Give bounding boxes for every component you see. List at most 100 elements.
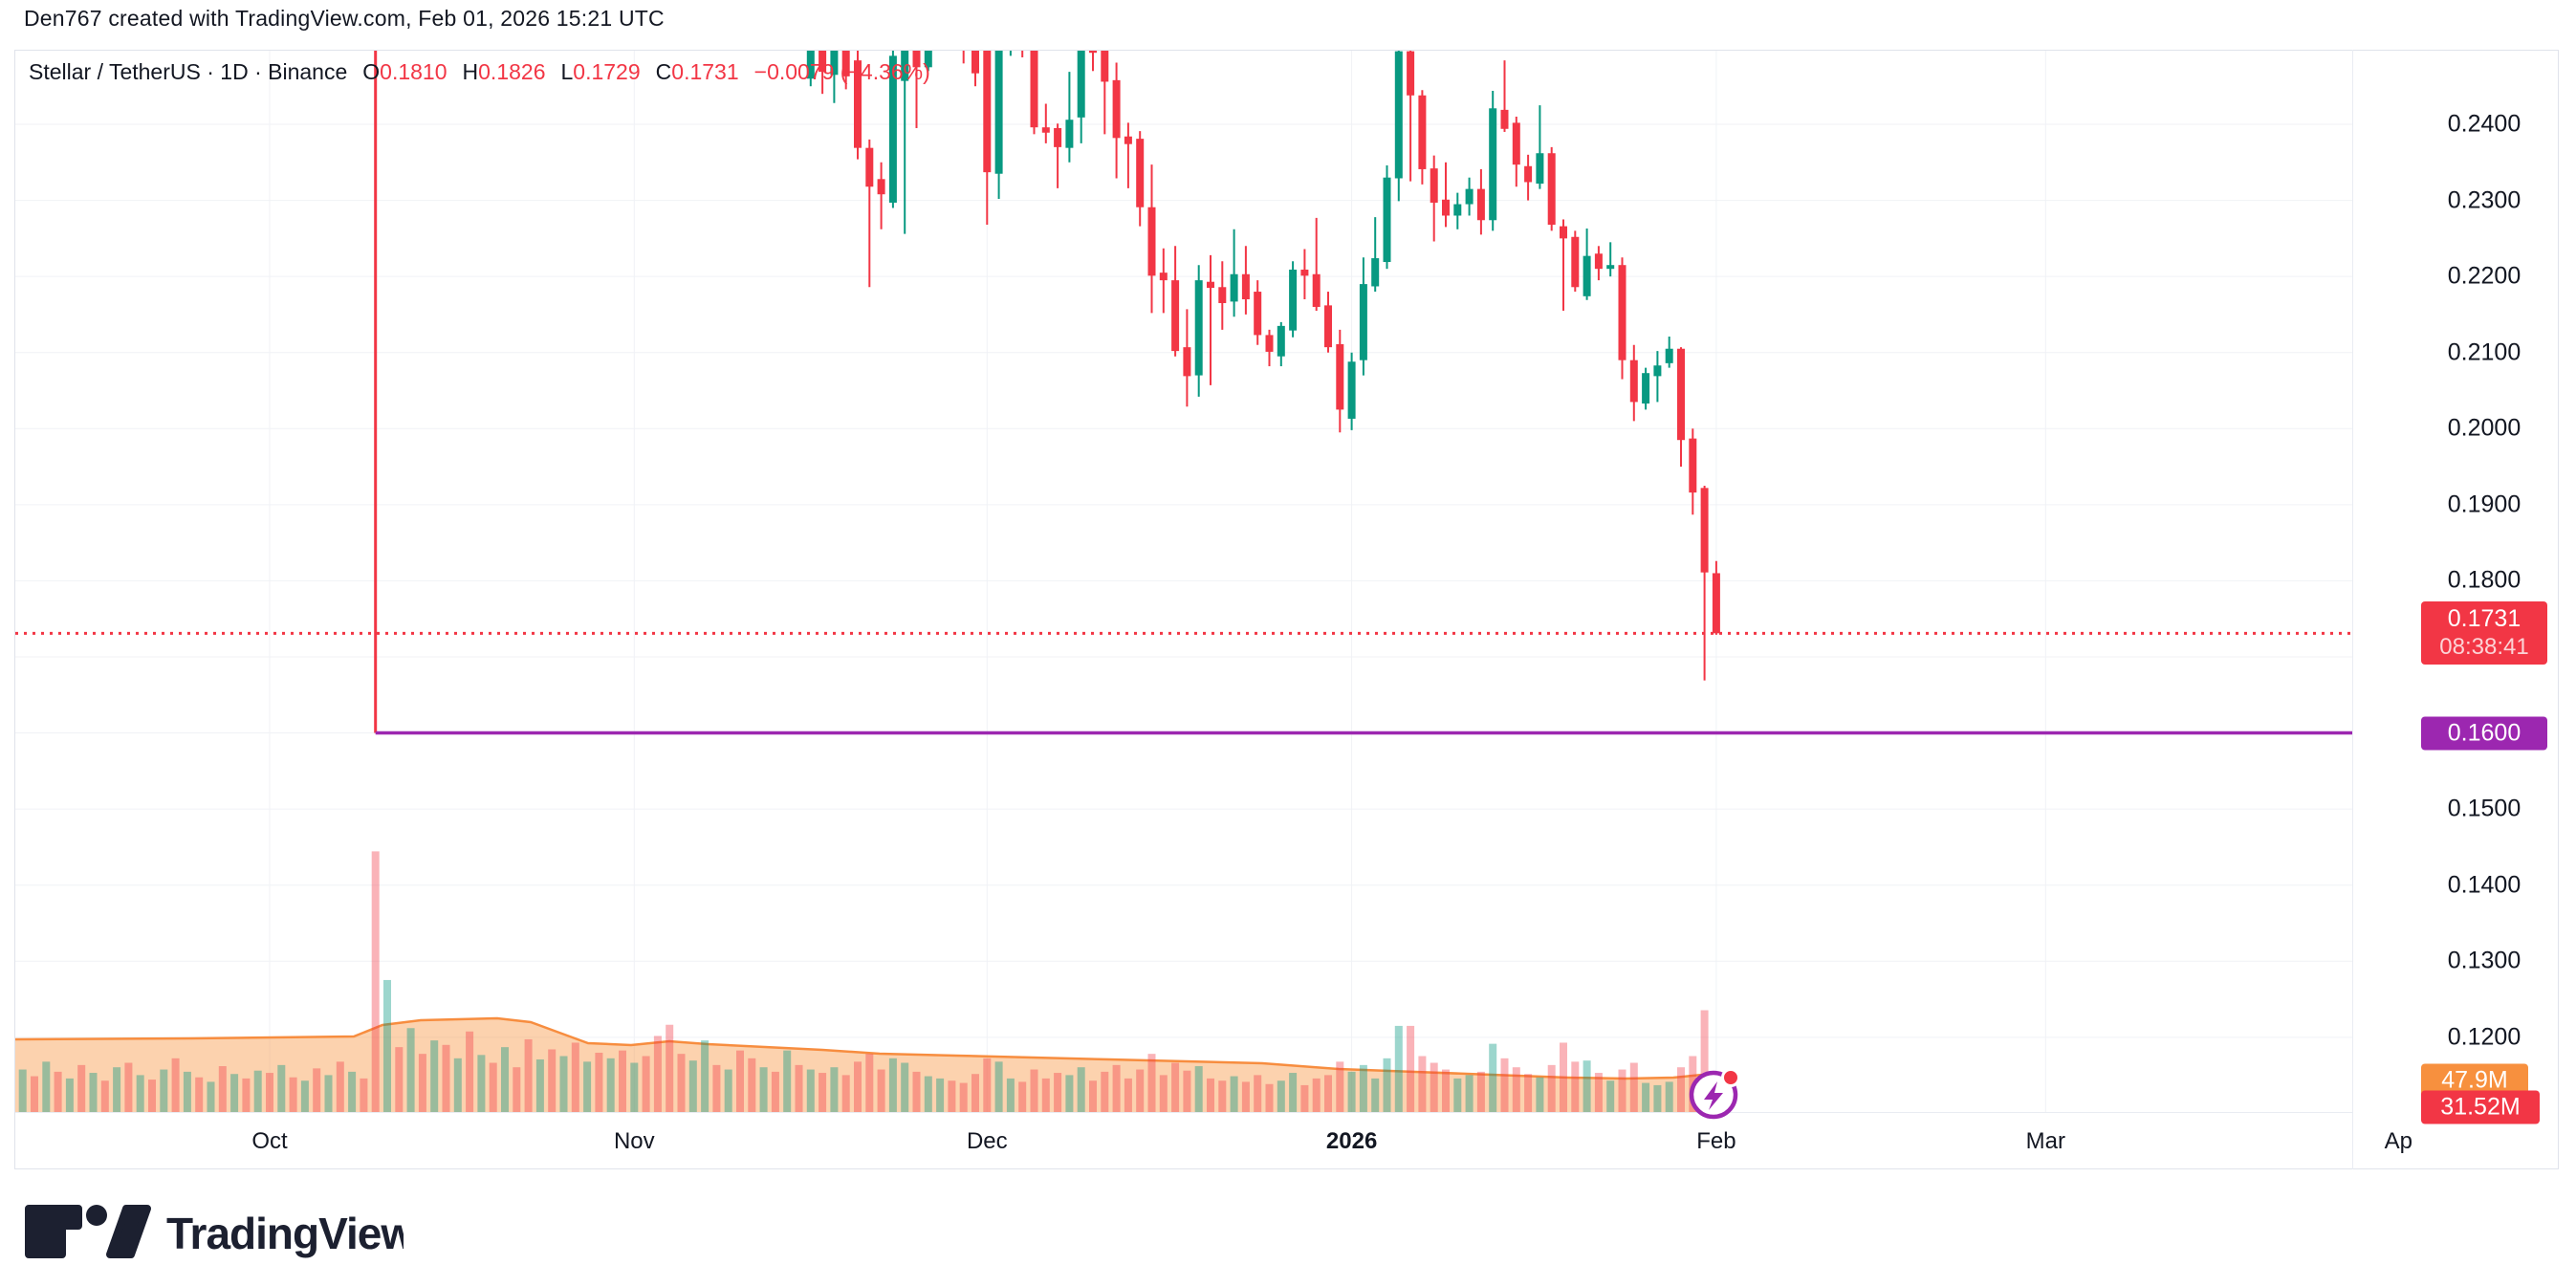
volume-bar	[383, 979, 391, 1112]
volume-bar	[795, 1064, 803, 1112]
volume-bar	[1041, 1078, 1050, 1112]
volume-bar	[124, 1062, 133, 1112]
volume-bar	[1300, 1084, 1309, 1112]
volume-bar	[595, 1052, 603, 1112]
candle-body	[806, 51, 815, 79]
price-axis-label: 0.2100	[2447, 338, 2521, 366]
candle-body	[1136, 139, 1145, 207]
volume-bar	[677, 1054, 686, 1112]
volume-bar	[1101, 1071, 1109, 1112]
volume-bar	[606, 1058, 615, 1112]
candle-body	[1394, 51, 1403, 179]
candle-body	[983, 51, 992, 173]
candle-body	[1524, 165, 1533, 183]
candle-body	[1030, 51, 1038, 128]
volume-bar	[1618, 1069, 1626, 1112]
volume-bar	[300, 1080, 309, 1112]
volume-bar	[1700, 1010, 1709, 1112]
price-axis-label: 0.2200	[2447, 262, 2521, 290]
candle-body	[888, 55, 897, 203]
candle-body	[1476, 188, 1485, 221]
symbol-title[interactable]: Stellar / TetherUS · 1D · Binance	[29, 59, 348, 84]
tradingview-mark-icon	[25, 1205, 151, 1258]
volume-bar	[1054, 1073, 1062, 1112]
volume-bar	[1629, 1062, 1638, 1112]
volume-bar	[1536, 1077, 1544, 1112]
candle-body	[1241, 273, 1250, 300]
candle-body	[1642, 373, 1650, 404]
volume-bar	[1547, 1064, 1556, 1112]
volume-bar	[983, 1058, 992, 1112]
volume-bar	[830, 1067, 839, 1112]
last-price-value: 0.1731	[2447, 605, 2521, 633]
candle-body	[1347, 361, 1356, 419]
volume-bar	[1030, 1069, 1038, 1112]
volume-bar	[571, 1042, 579, 1112]
volume-bar	[1194, 1066, 1203, 1112]
ohlc-open-value: 0.1810	[380, 59, 448, 84]
last-price-badge: 0.1731 08:38:41	[2421, 601, 2547, 665]
volume-pane-bottom-border	[15, 1112, 2352, 1113]
volume-bar	[1512, 1067, 1520, 1112]
candle-body	[1536, 153, 1544, 185]
volume-ma-area	[15, 1018, 1721, 1112]
candle-body	[877, 179, 885, 195]
candle-body	[924, 51, 932, 68]
volume-bar	[1324, 1075, 1332, 1112]
candle-body	[1277, 325, 1285, 357]
candle-body	[865, 147, 874, 187]
volume-bar	[1571, 1061, 1580, 1112]
price-axis-label: 0.1300	[2447, 947, 2521, 974]
price-axis-label: 0.2000	[2447, 414, 2521, 442]
volume-bar	[912, 1071, 921, 1112]
volume-bar	[1677, 1067, 1685, 1112]
volume-bar	[418, 1054, 426, 1112]
candle-body	[1324, 305, 1332, 348]
candle-body	[1230, 273, 1238, 302]
volume-bar	[971, 1074, 979, 1112]
volume-bar	[736, 1050, 744, 1112]
candle-body	[1430, 168, 1438, 203]
volume-bar	[324, 1075, 333, 1112]
price-axis-label: 0.1800	[2447, 566, 2521, 594]
time-axis-label: Oct	[251, 1128, 288, 1154]
price-axis-label: 0.2300	[2447, 186, 2521, 214]
volume-bar	[477, 1055, 486, 1112]
volume-bar	[1371, 1078, 1380, 1112]
volume-bar	[1218, 1080, 1227, 1112]
volume-bar	[430, 1040, 439, 1112]
ohlc-high-label: H	[462, 59, 479, 84]
volume-bar	[289, 1077, 297, 1112]
candle-body	[1371, 258, 1380, 287]
instant-trading-button[interactable]	[1683, 1064, 1744, 1125]
volume-bar	[1583, 1060, 1591, 1112]
volume-bar	[854, 1061, 862, 1112]
candle-body	[1629, 360, 1638, 403]
candle-body	[901, 51, 909, 81]
volume-bar	[54, 1071, 62, 1112]
volume-bar	[1136, 1069, 1145, 1112]
candle-body	[1300, 269, 1309, 276]
volume-bar	[1018, 1081, 1027, 1112]
volume-bar	[1430, 1062, 1438, 1112]
volume-bar	[371, 851, 380, 1112]
volume-bar	[1594, 1073, 1603, 1112]
volume-bar	[1653, 1084, 1662, 1112]
candle-body	[819, 51, 827, 73]
volume-bar	[701, 1040, 709, 1112]
tradingview-logo[interactable]: TradingView	[21, 1201, 404, 1262]
volume-bar	[266, 1073, 273, 1112]
volume-bar	[1394, 1025, 1403, 1112]
volume-bar	[524, 1038, 533, 1112]
time-axis-label: 2026	[1325, 1128, 1378, 1154]
volume-bar	[160, 1069, 168, 1112]
candle-body	[1254, 292, 1262, 336]
candle-body	[1359, 284, 1367, 360]
chart-canvas[interactable]	[15, 51, 2352, 1112]
volume-bar	[759, 1067, 768, 1112]
candle-body	[1159, 273, 1168, 281]
volume-bar	[1065, 1075, 1074, 1112]
volume-bar	[1442, 1069, 1450, 1112]
volume-bar	[277, 1064, 286, 1112]
candle-body	[1383, 177, 1391, 263]
